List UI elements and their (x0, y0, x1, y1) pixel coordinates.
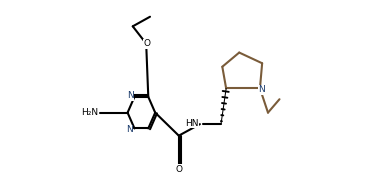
Text: N: N (259, 85, 265, 95)
Text: N: N (127, 91, 134, 100)
Text: N: N (126, 125, 133, 134)
Text: O: O (144, 39, 151, 48)
Text: O: O (175, 165, 182, 174)
Text: H₂N: H₂N (81, 108, 98, 117)
Text: HN: HN (186, 119, 199, 128)
